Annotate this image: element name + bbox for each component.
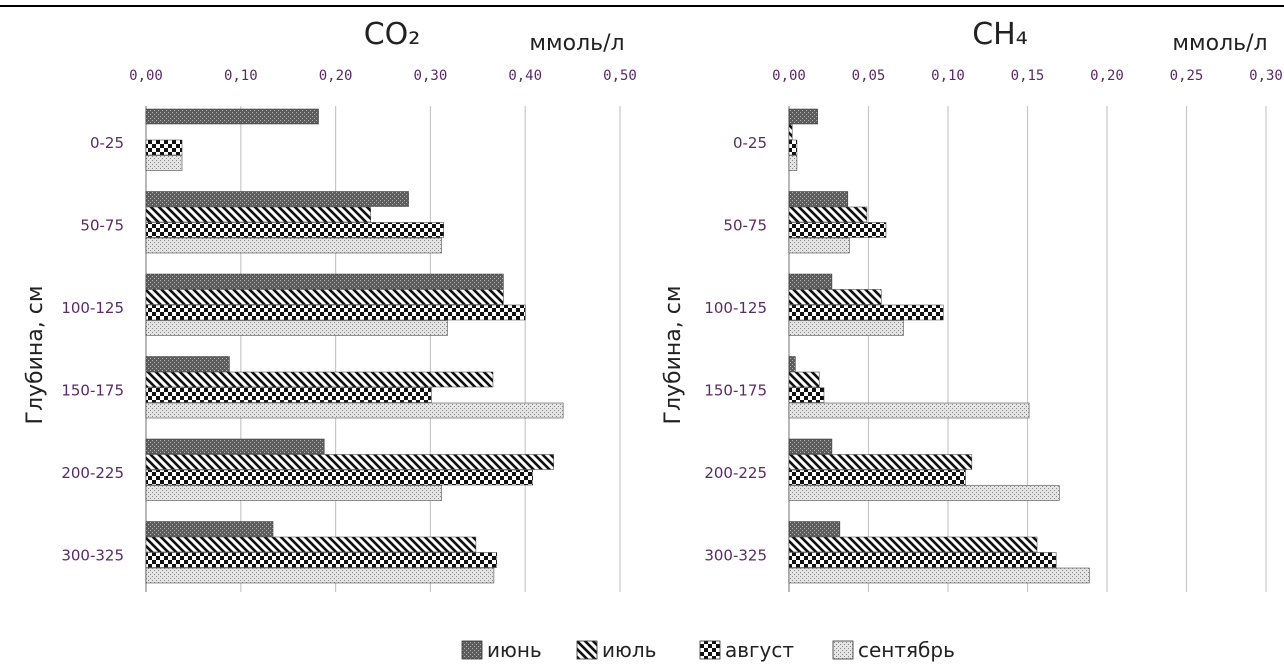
ch4-bar-august: [788, 139, 798, 156]
ch4-title: CH₄: [972, 17, 1028, 52]
ch4-y-axis-label: Глубина, см: [661, 286, 686, 425]
ch4-bar-september: [788, 567, 1090, 584]
legend-swatch-june: [461, 640, 483, 660]
ch4-bar-july: [788, 371, 820, 388]
co2-tick-label: 0,30: [414, 68, 448, 84]
ch4-tick-labels: 0,00 0,05 0,10 0,15 0,20 0,25 0,30: [772, 68, 1283, 84]
co2-category-label: 50-75: [80, 217, 124, 235]
co2-bar-september: [145, 320, 448, 336]
co2-bar-june: [145, 108, 319, 125]
co2-category-labels: 0-25 50-75 100-125 150-175 200-225 300-325: [61, 134, 124, 565]
ch4-category-label: 300-325: [704, 547, 767, 565]
ch4-tick-label: 0,05: [852, 68, 886, 84]
ch4-bar-june: [788, 108, 818, 125]
co2-unit: ммоль/л: [529, 31, 624, 56]
ch4-category-labels: 0-25 50-75 100-125 150-175 200-225 300-325: [704, 134, 767, 565]
ch4-bar-august: [788, 387, 825, 403]
co2-title: CO₂: [364, 17, 421, 52]
ch4-bar-july: [788, 206, 868, 223]
ch4-tick-label: 0,25: [1170, 68, 1204, 84]
co2-tick-label: 0,50: [603, 68, 637, 84]
co2-bar-august: [145, 552, 498, 568]
co2-bar-june: [145, 438, 325, 455]
co2-bar-september: [145, 237, 443, 254]
ch4-tick-label: 0,20: [1090, 68, 1124, 84]
ch4-unit: ммоль/л: [1172, 31, 1267, 56]
co2-category-label: 100-125: [61, 299, 124, 317]
legend: июнь июль август сентябрь: [461, 638, 955, 662]
ch4-bar-september: [788, 155, 798, 171]
ch4-bar-july: [788, 454, 973, 470]
co2-category-label: 0-25: [90, 134, 124, 152]
co2-bar-june: [145, 191, 409, 207]
co2-tick-label: 0,10: [224, 68, 258, 84]
ch4-bar-september: [788, 237, 850, 254]
legend-swatch-september: [832, 640, 854, 660]
ch4-tick-label: 0,10: [931, 68, 965, 84]
co2-bar-july: [145, 371, 494, 388]
co2-tick-label: 0,40: [508, 68, 542, 84]
legend-swatch-july: [576, 640, 598, 660]
ch4-category-label: 50-75: [723, 217, 767, 235]
co2-tick-label: 0,20: [319, 68, 353, 84]
ch4-tick-label: 0,15: [1011, 68, 1045, 84]
ch4-tick-label: 0,30: [1249, 68, 1283, 84]
co2-y-axis-label: Глубина, см: [23, 286, 48, 425]
co2-bar-july: [145, 289, 504, 305]
ch4-category-label: 0-25: [733, 134, 767, 152]
co2-tick-label: 0,00: [129, 68, 163, 84]
ch4-bar-june: [788, 273, 833, 290]
ch4-bar-july: [788, 124, 793, 140]
co2-bar-july: [145, 454, 554, 470]
ch4-category-label: 100-125: [704, 299, 767, 317]
ch4-bar-september: [788, 485, 1060, 501]
co2-bar-july: [145, 536, 477, 553]
legend-swatch-august: [699, 640, 721, 660]
legend-label-july: июль: [602, 638, 656, 662]
ch4-bar-august: [788, 222, 887, 238]
co2-bar-july: [145, 206, 371, 223]
co2-bar-august: [145, 222, 444, 238]
ch4-bar-august: [788, 552, 1057, 568]
co2-bar-august: [145, 139, 183, 156]
ch4-bar-june: [788, 521, 841, 537]
ch4-bar-june: [788, 438, 833, 455]
ch4-tick-label: 0,00: [772, 68, 806, 84]
co2-bar-september: [145, 485, 443, 501]
co2-bar-june: [145, 273, 504, 290]
co2-category-label: 300-325: [61, 547, 124, 565]
ch4-bar-september: [788, 402, 1030, 419]
ch4-bar-june: [788, 356, 796, 372]
ch4-category-label: 150-175: [704, 382, 767, 400]
co2-chart: CO₂ ммоль/л Глубина, см 0,00 0,10 0,20 0,30…: [23, 17, 637, 592]
legend-label-june: июнь: [487, 638, 542, 662]
ch4-bar-july: [788, 536, 1038, 553]
co2-category-label: 150-175: [61, 382, 124, 400]
co2-bars: [145, 108, 564, 584]
ch4-bar-july: [788, 289, 882, 305]
legend-label-september: сентябрь: [858, 638, 955, 662]
co2-category-label: 200-225: [61, 464, 124, 482]
ch4-bar-september: [788, 320, 904, 336]
co2-bar-september: [145, 155, 183, 171]
ch4-category-label: 200-225: [704, 464, 767, 482]
ch4-bars: [788, 108, 1090, 584]
co2-bar-august: [145, 469, 534, 486]
legend-label-august: август: [725, 638, 794, 662]
ch4-bar-august: [788, 469, 966, 486]
co2-bar-june: [145, 356, 230, 372]
co2-tick-labels: 0,00 0,10 0,20 0,30 0,40 0,50: [129, 68, 637, 84]
ch4-bar-june: [788, 191, 849, 207]
co2-bar-august: [145, 304, 526, 321]
co2-bar-september: [145, 402, 564, 419]
ch4-grid: [788, 106, 1267, 592]
co2-bar-september: [145, 567, 495, 584]
ch4-chart: CH₄ ммоль/л Глубина, см 0,00 0,05 0,10 0,15…: [661, 17, 1283, 592]
ch4-bar-august: [788, 304, 944, 321]
co2-bar-june: [145, 521, 274, 537]
co2-grid: [145, 106, 621, 592]
co2-bar-august: [145, 387, 432, 403]
